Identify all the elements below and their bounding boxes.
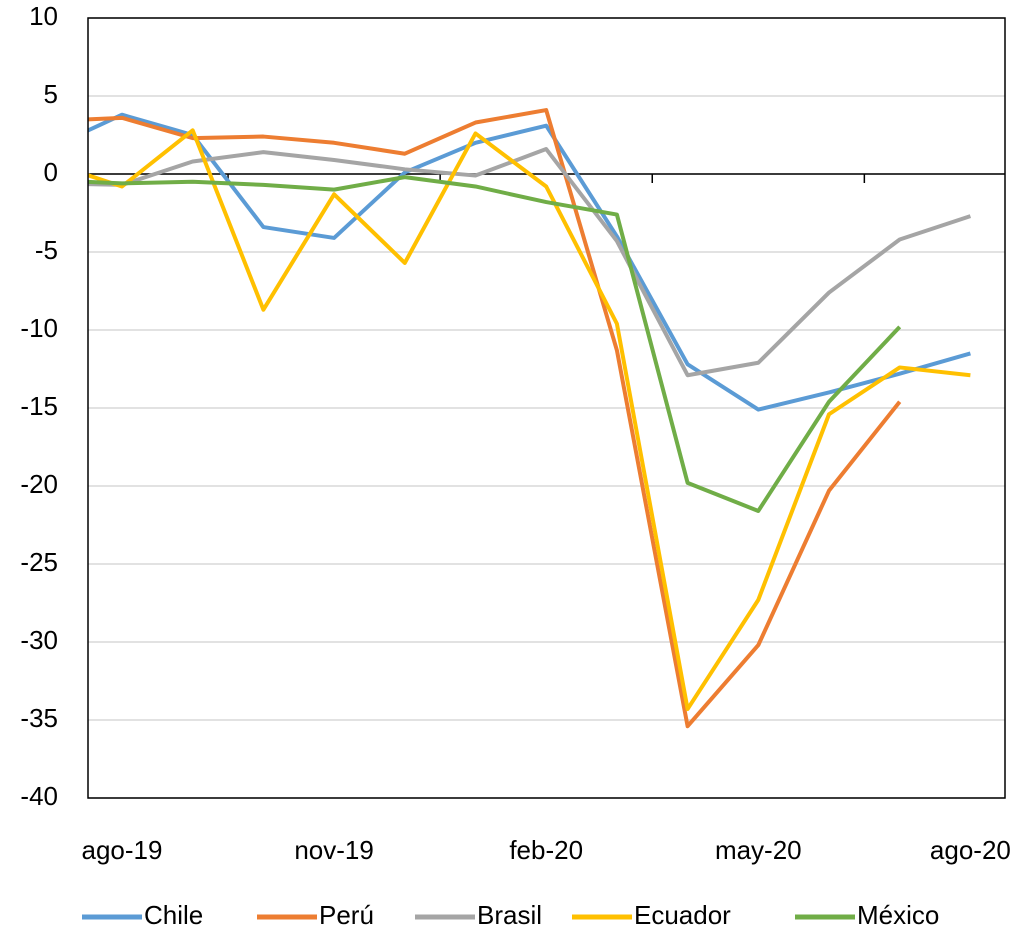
- legend-label: Ecuador: [634, 900, 731, 930]
- series-line: [88, 175, 902, 513]
- legend-label: Chile: [144, 900, 203, 930]
- y-tick-label: -15: [20, 391, 58, 421]
- y-tick-label: 10: [29, 1, 58, 31]
- series-line: [88, 112, 971, 412]
- plot-lines: [88, 108, 972, 729]
- y-tick-label: 5: [44, 79, 58, 109]
- y-tick-label: -5: [35, 235, 58, 265]
- y-tick-label: -25: [20, 547, 58, 577]
- y-tick-label: -10: [20, 313, 58, 343]
- legend-label: Brasil: [477, 900, 542, 930]
- y-tick-label: -40: [20, 781, 58, 811]
- y-tick-label: -35: [20, 703, 58, 733]
- x-tick-label: nov-19: [294, 835, 374, 865]
- series-line: [88, 128, 971, 712]
- y-tick-label: -30: [20, 625, 58, 655]
- series-line: [88, 108, 902, 729]
- x-tick-label: may-20: [715, 835, 802, 865]
- y-tick-label: -20: [20, 469, 58, 499]
- x-tick-label: ago-19: [82, 835, 163, 865]
- y-tick-label: 0: [44, 157, 58, 187]
- legend-label: México: [857, 900, 939, 930]
- legend-label: Perú: [319, 900, 374, 930]
- x-tick-label: feb-20: [509, 835, 583, 865]
- plot-border: [87, 17, 1006, 799]
- x-tick-label: ago-20: [930, 835, 1011, 865]
